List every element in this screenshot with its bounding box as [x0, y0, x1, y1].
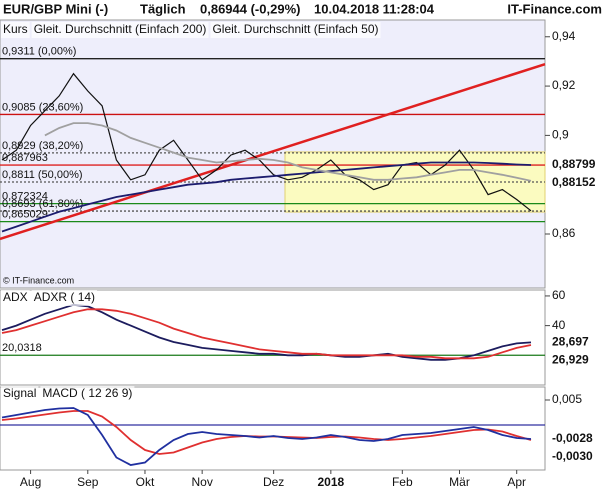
x-tick-label: Feb	[392, 475, 413, 489]
last-value-label: 0,88152	[552, 175, 596, 189]
legend-entry: Kurs	[3, 22, 28, 36]
x-tick-label: 2018	[317, 475, 344, 489]
plot-area	[0, 289, 546, 386]
trendline	[0, 62, 546, 241]
symbol: EUR/GBP Mini (-)	[3, 1, 108, 16]
level-label: 0,9311 (0,00%)	[2, 46, 76, 58]
x-tick-label: Sep	[77, 475, 99, 489]
legend-background	[1, 22, 30, 38]
y-tick-label: 0,9	[552, 128, 569, 142]
series-line	[1, 308, 532, 360]
x-tick-label: Mär	[449, 475, 470, 489]
y-tick-label: 0,92	[552, 78, 576, 92]
last-value-label: 26,929	[552, 353, 589, 367]
legend-entry: Signal	[3, 386, 36, 400]
legend-background	[31, 290, 98, 306]
series-line	[1, 407, 532, 466]
level-label: 0,8693 (61,80%)	[2, 198, 83, 210]
series-line	[1, 72, 532, 212]
y-tick-label: 0,86	[552, 226, 576, 240]
legend-background	[31, 22, 209, 38]
series-line	[1, 161, 532, 233]
series-line	[44, 122, 532, 182]
y-tick-label: 40	[552, 318, 566, 332]
brand: IT-Finance.com	[507, 1, 602, 16]
legend-entry: ADX	[3, 290, 28, 304]
legend-background	[210, 22, 381, 38]
level-label: 20,0318	[2, 342, 42, 354]
series-line	[1, 303, 532, 361]
y-tick-label: 0,005	[552, 392, 582, 406]
last-value-label: -0,0028	[552, 431, 593, 445]
timestamp: 10.04.2018 11:28:04	[314, 1, 435, 16]
legend-entry: Gleit. Durchschnitt (Einfach 50)	[212, 22, 378, 36]
level-label: 0,8811 (50,00%)	[2, 169, 83, 181]
last-value-label: 28,697	[552, 335, 589, 349]
level-label: 0,9085 (23,60%)	[2, 101, 83, 113]
legend-background	[1, 386, 39, 402]
annotation: © IT-Finance.com	[3, 275, 74, 285]
y-tick-label: 0,94	[552, 29, 576, 43]
quote: 0,86944 (-0,29%)	[200, 1, 300, 16]
x-tick-label: Okt	[136, 475, 155, 489]
legend-entry: MACD ( 12 26 9)	[42, 386, 132, 400]
level-label: 0,887963	[2, 152, 48, 164]
level-label: 0,872324	[2, 191, 48, 203]
legend-background	[1, 290, 30, 306]
x-tick-label: Nov	[191, 475, 212, 489]
y-tick-label: 60	[552, 288, 566, 302]
level-label: 0,8929 (38,20%)	[2, 140, 83, 152]
level-label: 0,865029	[2, 209, 48, 221]
x-tick-label: Apr	[507, 475, 526, 489]
legend-entry: Gleit. Durchschnitt (Einfach 200)	[34, 22, 207, 36]
legend-background	[40, 386, 135, 402]
header-bar	[0, 0, 605, 18]
legend-entry: ADXR ( 14)	[34, 290, 95, 304]
last-value-label: 0,88799	[552, 157, 596, 171]
x-tick-label: Aug	[20, 475, 41, 489]
last-value-label: -0,0030	[552, 449, 593, 463]
interval: Täglich	[140, 1, 186, 16]
x-tick-label: Dez	[263, 475, 284, 489]
